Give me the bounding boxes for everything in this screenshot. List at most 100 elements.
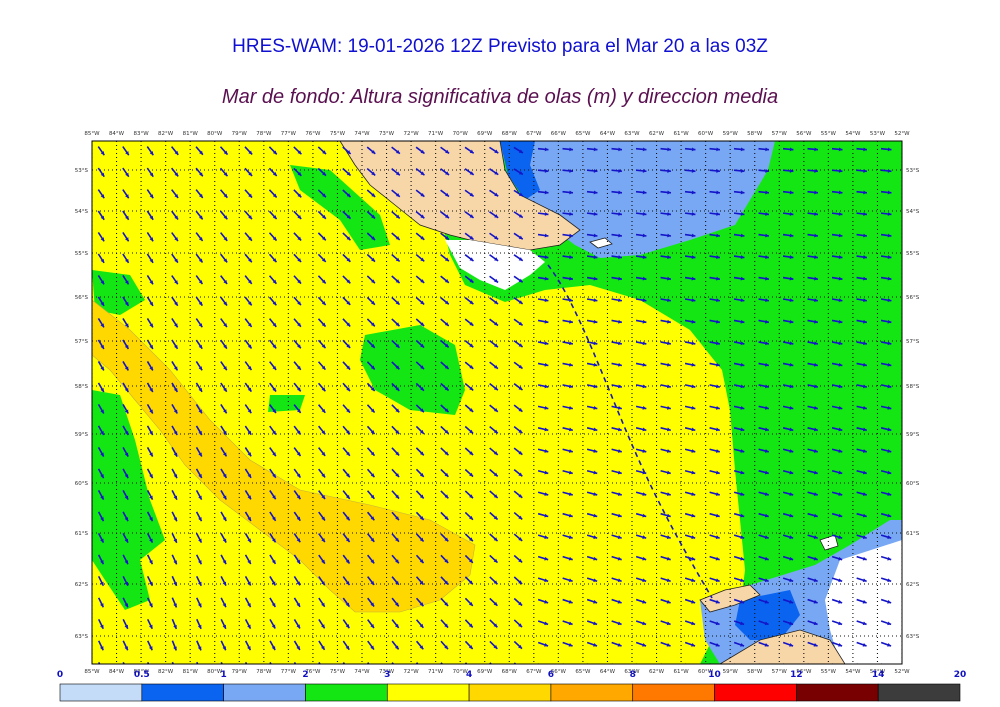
direction-arrow <box>709 469 720 475</box>
direction-arrow <box>807 448 818 453</box>
direction-arrow <box>807 598 818 604</box>
direction-arrow <box>880 491 892 496</box>
direction-arrow <box>269 425 277 436</box>
direction-arrow <box>684 147 696 152</box>
direction-arrow <box>537 427 549 432</box>
direction-arrow <box>464 490 474 499</box>
direction-arrow <box>171 253 179 264</box>
lon-label-top: 83°W <box>133 131 149 137</box>
direction-arrow <box>97 296 105 307</box>
direction-arrow <box>342 447 351 457</box>
direction-arrow <box>219 232 228 242</box>
direction-arrow <box>856 147 868 152</box>
direction-arrow <box>171 425 178 436</box>
direction-arrow <box>635 384 647 389</box>
direction-arrow <box>366 167 376 176</box>
direction-arrow <box>660 168 672 173</box>
direction-arrow <box>220 532 227 543</box>
direction-arrow <box>269 361 277 371</box>
direction-arrow <box>880 641 892 647</box>
direction-arrow <box>489 511 499 521</box>
direction-arrow <box>489 554 499 564</box>
direction-arrow <box>122 404 129 414</box>
direction-arrow <box>220 511 227 522</box>
direction-arrow <box>513 597 523 607</box>
direction-arrow <box>782 276 794 281</box>
direction-arrow <box>146 425 154 436</box>
direction-arrow <box>489 146 499 154</box>
direction-arrow <box>611 190 623 195</box>
direction-arrow <box>831 233 843 238</box>
direction-arrow <box>171 575 178 587</box>
direction-arrow <box>415 318 425 327</box>
direction-arrow <box>440 254 450 262</box>
direction-arrow <box>685 663 688 664</box>
direction-arrow <box>635 405 647 410</box>
direction-arrow <box>881 663 884 664</box>
direction-arrow <box>660 448 671 453</box>
direction-arrow <box>146 446 154 457</box>
direction-arrow <box>391 619 400 629</box>
direction-arrow <box>611 555 622 561</box>
direction-arrow <box>440 382 450 392</box>
direction-arrow <box>342 232 351 241</box>
direction-arrow <box>562 341 574 346</box>
direction-arrow <box>293 511 301 522</box>
direction-arrow <box>464 232 475 241</box>
lon-label-bottom: 76°W <box>305 669 321 675</box>
lon-label-bottom: 85°W <box>84 669 100 675</box>
direction-arrow <box>415 146 425 155</box>
direction-arrow <box>219 146 229 156</box>
direction-arrow <box>660 469 671 475</box>
direction-arrow <box>171 275 179 285</box>
wave-zone-4-6m <box>92 299 476 613</box>
direction-arrow <box>220 425 228 436</box>
direction-arrow <box>146 468 154 479</box>
direction-arrow <box>244 490 252 500</box>
direction-arrow <box>489 490 499 499</box>
direction-arrow <box>146 511 154 522</box>
direction-arrow <box>464 576 474 585</box>
direction-arrow <box>537 512 549 518</box>
direction-arrow <box>586 641 598 647</box>
direction-arrow <box>318 511 326 522</box>
direction-arrow <box>122 511 129 522</box>
direction-arrow <box>880 598 892 604</box>
direction-arrow <box>660 190 672 195</box>
direction-arrow <box>195 318 203 328</box>
direction-arrow <box>244 318 253 328</box>
direction-arrow <box>489 340 499 348</box>
lon-label-top: 67°W <box>526 131 542 137</box>
direction-arrow <box>537 641 549 647</box>
direction-arrow <box>489 297 499 305</box>
direction-arrow <box>562 555 573 561</box>
direction-arrow <box>122 489 129 500</box>
direction-arrow <box>195 275 204 285</box>
direction-arrow <box>684 341 696 346</box>
direction-arrow <box>733 362 745 367</box>
direction-arrow <box>758 555 769 561</box>
direction-arrow <box>831 448 843 453</box>
lon-label-top: 61°W <box>673 131 689 137</box>
direction-arrow <box>709 598 720 604</box>
direction-arrow <box>807 641 818 647</box>
direction-arrow <box>489 425 499 434</box>
direction-arrow <box>782 362 794 367</box>
direction-arrow <box>537 319 549 324</box>
direction-arrow <box>611 534 622 539</box>
lon-label-bottom: 63°W <box>624 669 640 675</box>
direction-arrow <box>758 147 770 152</box>
direction-arrow <box>635 534 647 539</box>
direction-arrow <box>489 168 499 176</box>
wave-zone-2-3m-central <box>360 325 465 415</box>
direction-arrow <box>489 189 499 197</box>
direction-arrow <box>906 147 916 151</box>
direction-arrow <box>856 362 868 367</box>
colorbar-swatch <box>468 683 552 702</box>
direction-arrow <box>611 491 622 496</box>
direction-arrow <box>513 340 524 348</box>
lon-label-top: 79°W <box>232 131 248 137</box>
direction-arrow <box>317 275 327 284</box>
direction-arrow <box>342 511 351 521</box>
direction-arrow <box>244 447 252 457</box>
